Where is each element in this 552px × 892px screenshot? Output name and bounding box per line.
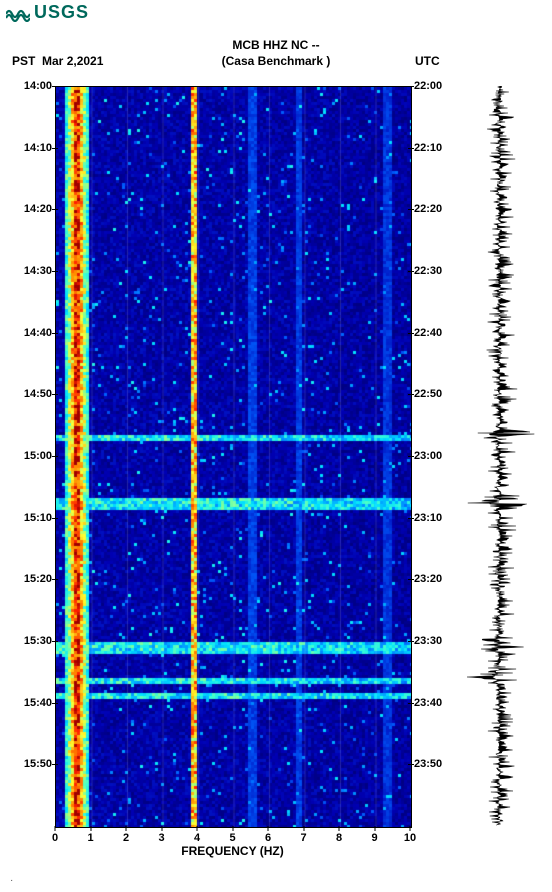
y-axis-left: 14:0014:1014:2014:3014:4014:5015:0015:10… — [12, 86, 52, 826]
tz-utc-label: UTC — [415, 54, 440, 68]
y-right-tick: 22:20 — [414, 203, 442, 215]
y-left-tick: 14:20 — [24, 203, 52, 215]
header-date: Mar 2,2021 — [42, 54, 103, 68]
y-right-tick: 23:30 — [414, 635, 442, 647]
y-right-tick: 23:10 — [414, 512, 442, 524]
x-tick: 7 — [300, 832, 306, 844]
y-left-tick: 15:20 — [24, 573, 52, 585]
x-tick: 5 — [229, 832, 235, 844]
y-right-tick: 23:20 — [414, 573, 442, 585]
tz-pst-label: PST — [12, 54, 35, 68]
x-tick: 10 — [404, 832, 416, 844]
x-axis-label: FREQUENCY (HZ) — [55, 844, 410, 858]
y-left-tick: 15:30 — [24, 635, 52, 647]
wave-icon — [6, 4, 30, 22]
header-left-block: PST Mar 2,2021 — [12, 54, 103, 68]
x-tick: 3 — [158, 832, 164, 844]
spectrogram-panel — [55, 86, 412, 828]
y-left-tick: 15:00 — [24, 450, 52, 462]
y-left-tick: 14:30 — [24, 265, 52, 277]
y-right-tick: 23:40 — [414, 697, 442, 709]
y-right-tick: 22:30 — [414, 265, 442, 277]
y-left-tick: 14:00 — [24, 80, 52, 92]
y-right-tick: 23:50 — [414, 758, 442, 770]
page-root: USGS MCB HHZ NC -- (Casa Benchmark ) PST… — [0, 0, 552, 892]
y-right-tick: 22:00 — [414, 80, 442, 92]
y-left-tick: 14:50 — [24, 388, 52, 400]
x-tick: 8 — [336, 832, 342, 844]
y-axis-right: 22:0022:1022:2022:3022:4022:5023:0023:10… — [414, 86, 454, 826]
spectrogram-canvas — [56, 87, 411, 827]
x-tick: 2 — [123, 832, 129, 844]
x-tick: 0 — [52, 832, 58, 844]
station-id: MCB HHZ NC -- — [0, 38, 552, 52]
y-right-tick: 22:50 — [414, 388, 442, 400]
x-tick: 9 — [371, 832, 377, 844]
y-left-tick: 14:40 — [24, 327, 52, 339]
y-left-tick: 15:50 — [24, 758, 52, 770]
y-right-tick: 22:40 — [414, 327, 442, 339]
y-left-tick: 14:10 — [24, 142, 52, 154]
usgs-logo: USGS — [6, 2, 89, 23]
usgs-logo-text: USGS — [34, 2, 89, 23]
y-left-tick: 15:40 — [24, 697, 52, 709]
y-right-tick: 23:00 — [414, 450, 442, 462]
footer-mark: · — [10, 875, 13, 886]
x-tick: 1 — [87, 832, 93, 844]
x-tick: 6 — [265, 832, 271, 844]
y-left-tick: 15:10 — [24, 512, 52, 524]
y-right-tick: 22:10 — [414, 142, 442, 154]
seismogram-trace — [464, 86, 538, 826]
x-tick: 4 — [194, 832, 200, 844]
seismogram-panel — [464, 86, 538, 826]
